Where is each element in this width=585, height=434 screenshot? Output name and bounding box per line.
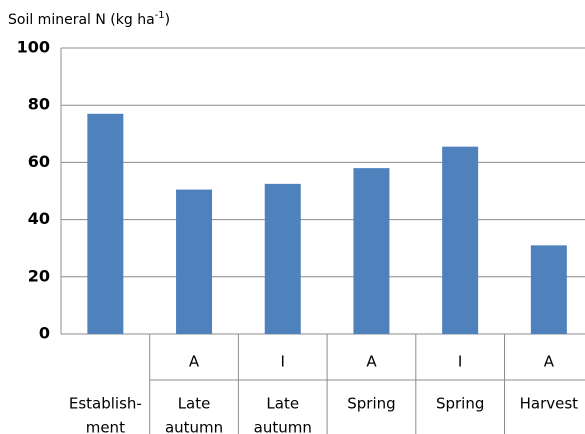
bar: [176, 189, 213, 334]
x-tick-label: Establish-: [69, 395, 142, 413]
x-tick-label: autumn: [165, 419, 223, 434]
y-tick-label: 60: [28, 152, 50, 171]
bar: [87, 113, 124, 334]
group-label: A: [366, 353, 377, 371]
x-tick-label: Spring: [436, 395, 484, 413]
chart-title: Soil mineral N (kg ha-1): [8, 10, 170, 28]
x-tick-label: Spring: [347, 395, 395, 413]
x-tick-label: ment: [86, 419, 125, 434]
y-tick-label: 80: [28, 95, 50, 114]
title-main: Soil mineral N (kg ha: [8, 12, 155, 28]
x-tick-label: Late: [178, 395, 211, 413]
bar: [442, 146, 479, 334]
group-label: I: [281, 353, 285, 371]
y-tick-label: 20: [28, 266, 50, 285]
group-label: I: [458, 353, 462, 371]
y-tick-label: 100: [17, 38, 50, 57]
bar: [530, 245, 567, 334]
group-label: A: [544, 353, 555, 371]
x-tick-label: Late: [266, 395, 299, 413]
title-end: ): [165, 12, 170, 28]
y-tick-label: 0: [39, 324, 50, 343]
x-tick-label: autumn: [254, 419, 312, 434]
group-label: A: [189, 353, 200, 371]
y-tick-label: 40: [28, 209, 50, 228]
x-tick-label: Harvest: [520, 395, 579, 413]
bar: [264, 183, 301, 334]
title-superscript: -1: [155, 10, 165, 21]
bar: [353, 168, 390, 334]
